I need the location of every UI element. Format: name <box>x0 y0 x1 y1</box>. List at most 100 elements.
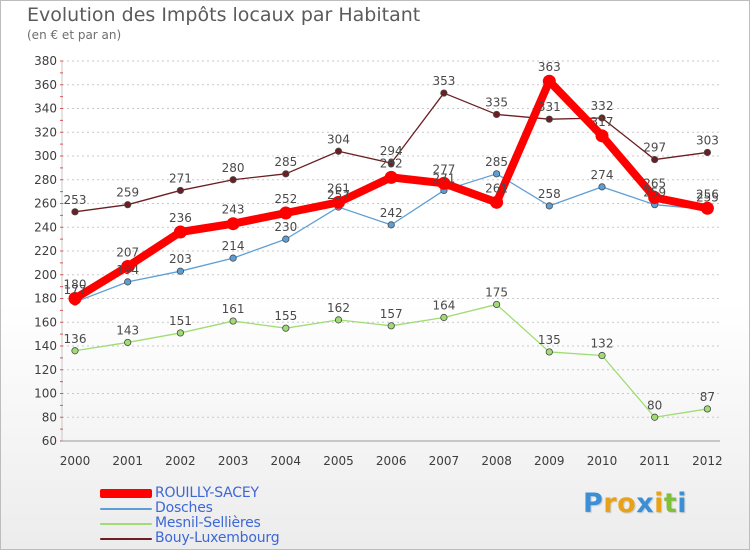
data-point <box>700 201 714 215</box>
data-label: 194 <box>116 263 139 277</box>
y-tick-label: 100 <box>34 387 57 401</box>
data-label: 257 <box>327 188 350 202</box>
x-tick-label: 2009 <box>534 454 565 468</box>
x-tick-label: 2002 <box>165 454 196 468</box>
x-tick-label: 2004 <box>271 454 302 468</box>
data-label: 143 <box>116 323 139 337</box>
proxiti-logo: Proxiti <box>583 488 687 519</box>
x-tick-label: 2012 <box>692 454 723 468</box>
data-label: 317 <box>591 115 614 129</box>
data-label: 230 <box>274 220 297 234</box>
data-label: 331 <box>538 100 561 114</box>
x-tick-label: 2008 <box>481 454 512 468</box>
data-point <box>598 114 606 122</box>
data-label: 285 <box>485 155 508 169</box>
y-tick-label: 260 <box>34 197 57 211</box>
data-point <box>387 159 395 167</box>
data-label: 353 <box>432 74 455 88</box>
data-label: 277 <box>432 162 455 176</box>
data-point <box>334 316 343 324</box>
legend-item: ROUILLY-SACEY <box>100 486 360 501</box>
chart-title: Evolution des Impôts locaux par Habitant <box>27 4 421 26</box>
data-label: 265 <box>643 177 666 191</box>
data-point <box>492 300 501 309</box>
data-point <box>651 413 659 421</box>
data-point <box>542 74 556 88</box>
data-label: 132 <box>591 337 614 351</box>
data-label: 282 <box>380 156 403 170</box>
data-label: 180 <box>64 278 87 292</box>
data-label: 162 <box>327 301 350 315</box>
legend-swatch <box>100 538 152 540</box>
data-point <box>545 348 553 356</box>
data-point <box>440 89 448 97</box>
y-tick-label: 340 <box>34 102 57 116</box>
data-label: 177 <box>64 283 87 297</box>
y-tick-label: 180 <box>34 292 57 306</box>
y-tick-label: 360 <box>34 78 57 92</box>
data-point <box>437 176 451 190</box>
y-tick-label: 300 <box>34 149 57 163</box>
y-tick-label: 380 <box>34 54 57 68</box>
y-tick-label: 240 <box>34 220 57 234</box>
data-point <box>648 191 662 205</box>
x-tick-label: 2011 <box>639 454 670 468</box>
logo-letter: P <box>583 488 604 519</box>
data-point <box>387 322 395 330</box>
data-point <box>703 148 712 157</box>
data-label: 236 <box>169 211 192 225</box>
data-label: 294 <box>380 144 403 158</box>
data-point <box>124 201 132 209</box>
data-point <box>279 206 293 220</box>
logo-letter: i <box>677 488 688 519</box>
data-label: 304 <box>327 132 350 146</box>
data-label: 303 <box>696 133 719 147</box>
data-point <box>490 195 504 209</box>
data-point <box>651 155 659 164</box>
y-tick-label: 320 <box>34 125 57 139</box>
data-label: 135 <box>538 333 561 347</box>
data-label: 80 <box>647 398 662 412</box>
logo-letter: x <box>636 488 655 519</box>
data-label: 259 <box>116 186 139 200</box>
legend-swatch <box>100 523 152 525</box>
data-label: 271 <box>169 171 192 185</box>
legend-swatch <box>100 508 152 510</box>
data-label: 175 <box>485 285 508 299</box>
x-tick-label: 2003 <box>218 454 249 468</box>
y-tick-label: 160 <box>34 315 57 329</box>
y-tick-label: 80 <box>42 410 57 424</box>
data-point <box>176 267 184 275</box>
x-tick-label: 2010 <box>587 454 618 468</box>
data-label: 280 <box>222 161 245 175</box>
data-point <box>229 176 237 184</box>
data-point <box>332 195 345 209</box>
data-label: 242 <box>380 206 403 220</box>
data-label: 363 <box>538 60 561 74</box>
x-tick-label: 2007 <box>429 454 460 468</box>
data-point <box>545 202 553 210</box>
data-label: 164 <box>432 299 455 313</box>
legend: ROUILLY-SACEY Dosches Mesnil-Sellières Bouy… <box>100 486 360 546</box>
legend-item: Bouy-Luxembourg <box>100 531 360 546</box>
data-label: 155 <box>274 309 297 323</box>
legend-label: Bouy-Luxembourg <box>155 530 280 546</box>
x-tick-label: 2006 <box>376 454 407 468</box>
data-label: 255 <box>696 190 719 204</box>
data-label: 261 <box>327 181 350 195</box>
data-point <box>124 338 132 347</box>
data-point <box>282 170 290 178</box>
data-label: 332 <box>591 99 614 113</box>
data-label: 207 <box>116 245 139 259</box>
data-point <box>121 259 135 273</box>
data-point <box>703 405 712 413</box>
data-point <box>124 278 132 286</box>
data-point <box>173 225 187 239</box>
logo-letter: t <box>663 488 678 519</box>
y-tick-label: 220 <box>34 244 57 258</box>
y-tick-label: 140 <box>34 339 57 353</box>
data-point <box>229 254 237 262</box>
data-label: 285 <box>274 155 297 169</box>
